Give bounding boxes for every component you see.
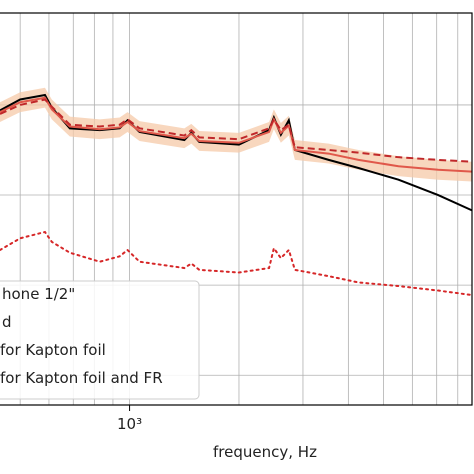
confidence-band — [0, 87, 472, 182]
legend-entry: hone 1/2" — [2, 285, 75, 303]
series-line — [0, 230, 473, 297]
x-tick-label: 10³ — [117, 415, 142, 433]
series-line — [0, 96, 473, 173]
legend-entry: d — [2, 313, 12, 331]
legend: hone 1/2" d for Kapton foil for Kapton foil… — [0, 280, 200, 400]
plot-area — [0, 13, 473, 405]
legend-box — [0, 280, 200, 400]
legend-entry: for Kapton foil and FR — [0, 369, 163, 387]
series-line — [0, 98, 473, 163]
legend-entry: for Kapton foil — [0, 341, 106, 359]
series-line — [0, 93, 473, 212]
axes-frame — [0, 12, 473, 406]
x-axis-label: frequency, Hz — [213, 443, 317, 461]
